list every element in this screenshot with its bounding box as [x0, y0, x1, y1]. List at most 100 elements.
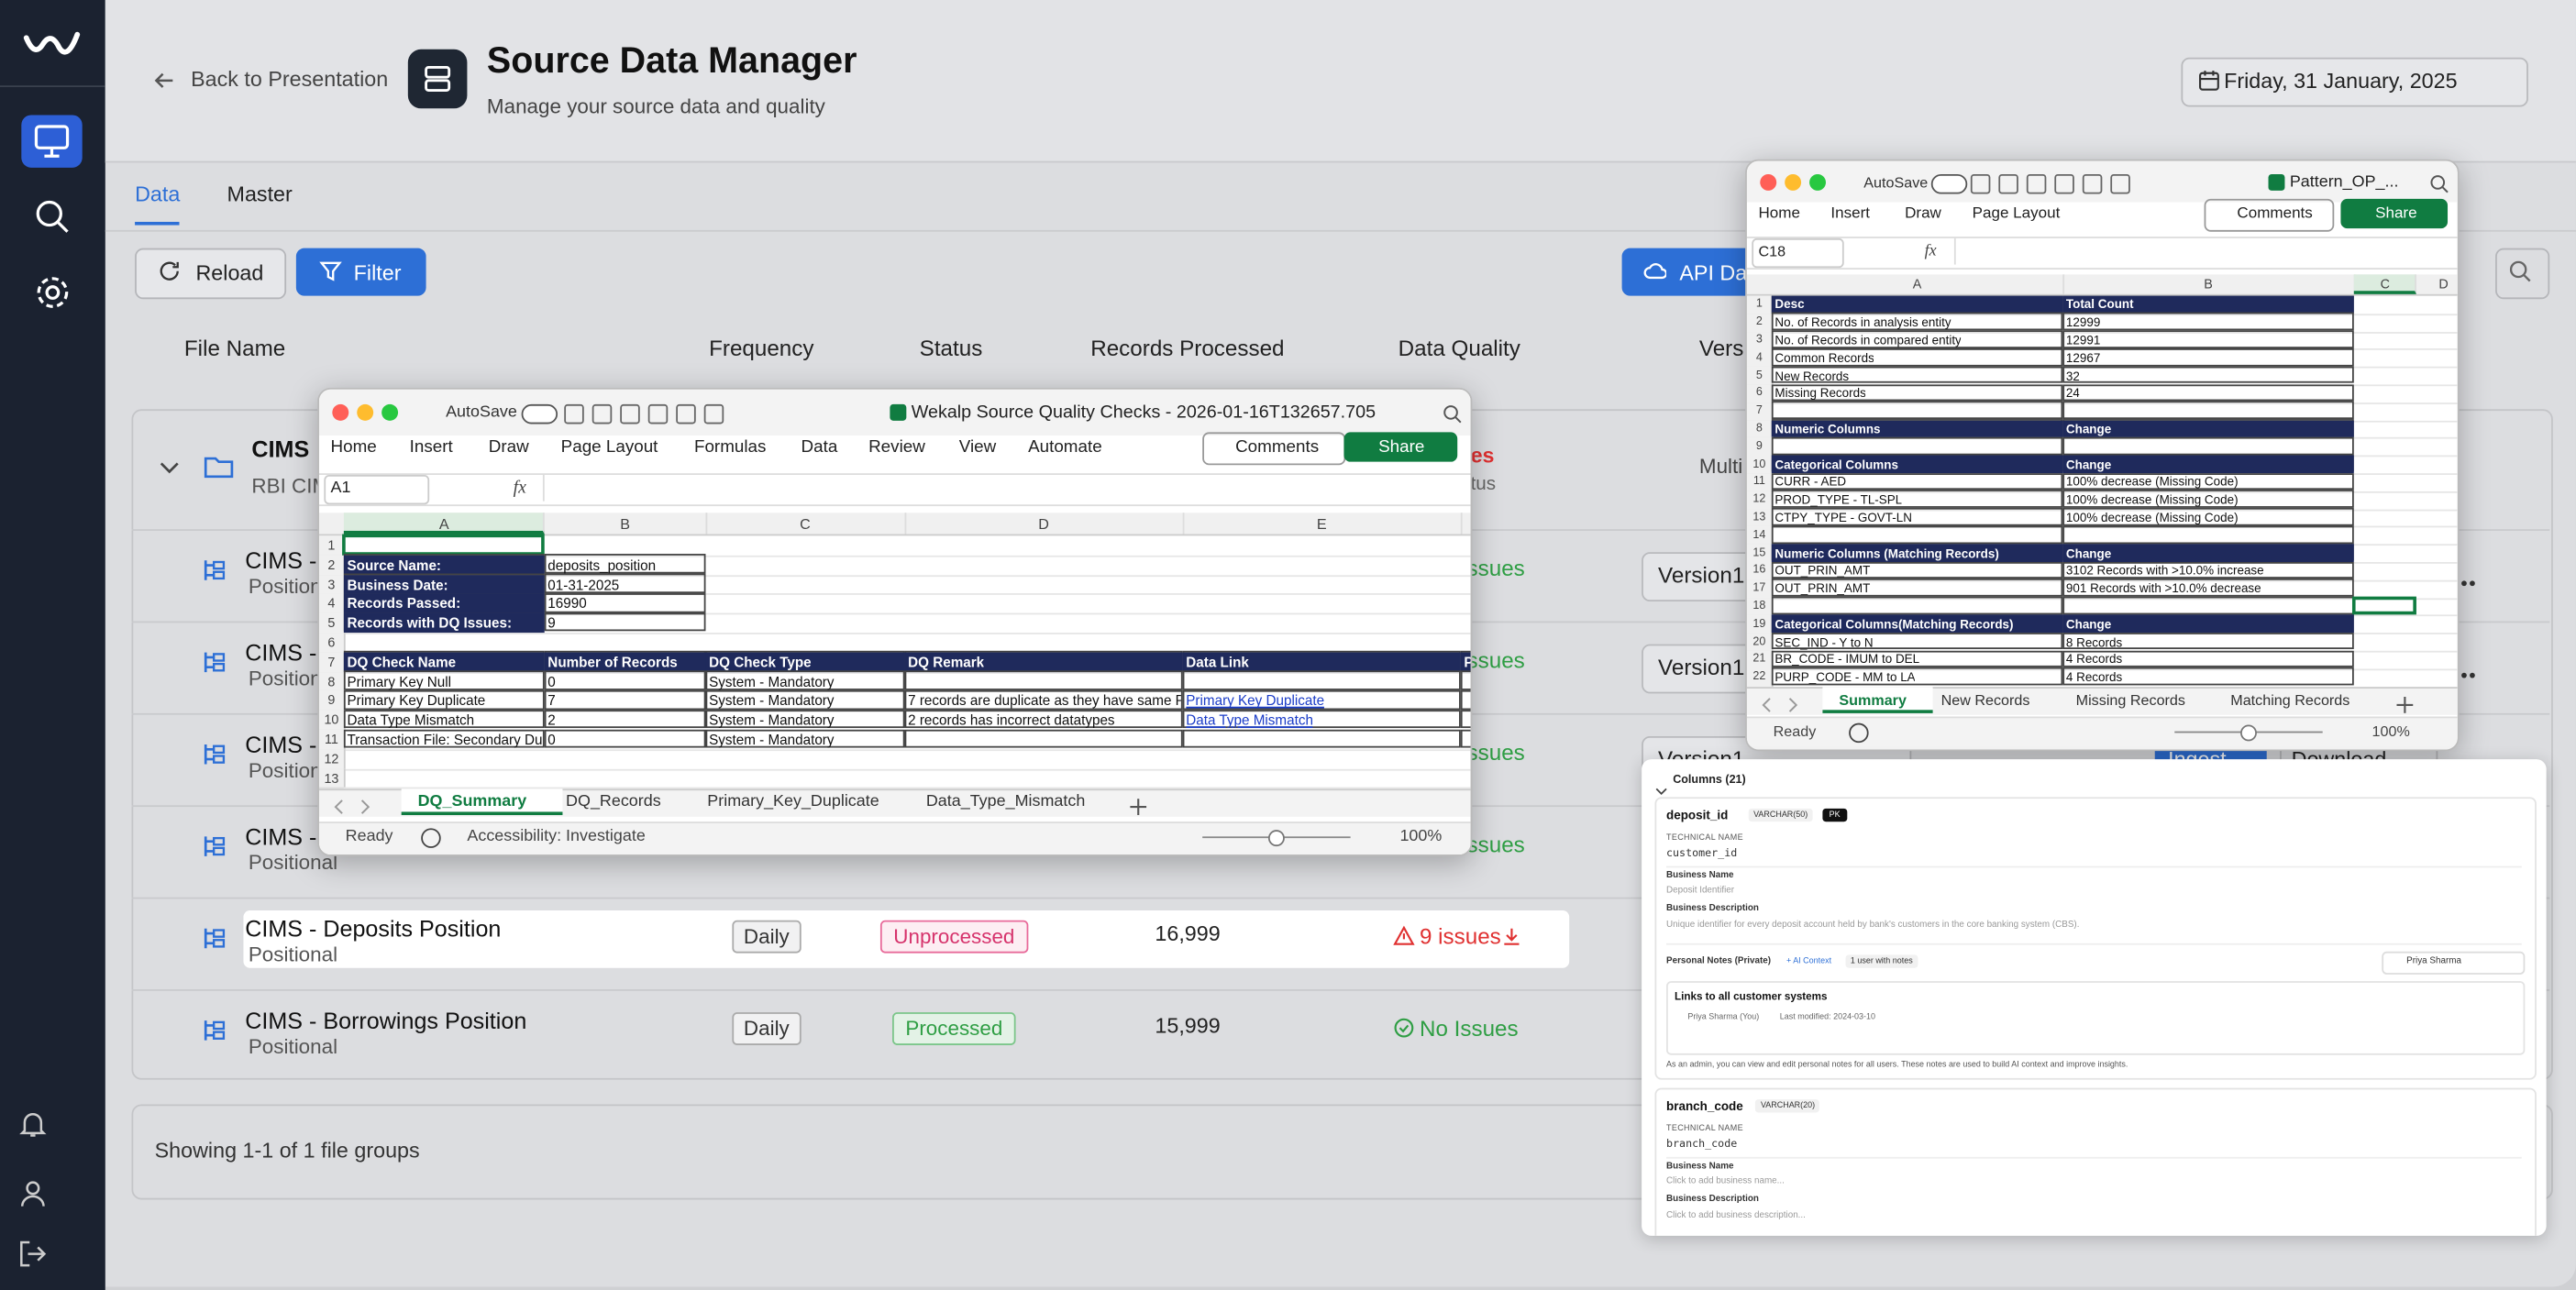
nav-notifications[interactable] [18, 1109, 48, 1139]
cell-border [903, 728, 1182, 749]
cell-fill [2062, 420, 2354, 438]
window-control[interactable] [1760, 173, 1777, 191]
share-button[interactable] [1343, 432, 1458, 462]
pagination-text: Showing 1-1 of 1 file groups [154, 1138, 420, 1163]
grid-row [343, 535, 1471, 557]
ribbon-tab[interactable]: Home [1758, 204, 1800, 223]
cell-border [1459, 709, 1471, 729]
quality-icon [1393, 1017, 1414, 1038]
sheet-tab[interactable]: Primary_Key_Duplicate [707, 792, 879, 811]
accessibility-status[interactable]: Accessibility: Investigate [467, 827, 646, 846]
nav-logout[interactable] [18, 1239, 48, 1268]
cell-border [2062, 667, 2353, 686]
ribbon-tab[interactable]: Automate [1028, 436, 1102, 458]
cell-text[interactable]: Data Type Mismatch [1186, 711, 1313, 729]
search-icon [2508, 259, 2531, 282]
grid-row [1771, 384, 2458, 404]
column-header-band [1746, 274, 2458, 296]
tab-master[interactable]: Master [227, 182, 293, 206]
sheet-tab[interactable]: Summary [1839, 691, 1907, 709]
filter-button[interactable] [295, 248, 426, 296]
window-control[interactable] [1809, 173, 1827, 191]
data-quality[interactable]: 9 issues [1419, 924, 1501, 950]
sheet-tab[interactable]: DQ_Summary [417, 792, 527, 811]
ribbon-tab[interactable]: Page Layout [560, 436, 658, 458]
user-select[interactable] [2382, 951, 2526, 975]
window-control[interactable] [381, 403, 399, 421]
share-button[interactable] [2340, 198, 2449, 229]
cell-border [2062, 313, 2353, 331]
cell-border [1181, 709, 1460, 729]
ribbon-tab[interactable]: Draw [1905, 204, 1941, 223]
cell-text: 16990 [547, 595, 587, 612]
ribbon-tab[interactable]: Draw [488, 436, 529, 458]
row-icon [201, 649, 227, 676]
autosave-toggle[interactable] [1931, 173, 1968, 193]
users-badge: 1 user with notes [1845, 954, 1918, 968]
excel-window: AutoSave Pattern_OP_... Home Insert Draw Page… [1745, 159, 2460, 752]
autosave-toggle[interactable] [521, 403, 558, 424]
cell-border [1770, 436, 2062, 455]
row-number: 15 [1752, 547, 1766, 559]
cell-fill [2062, 615, 2354, 634]
ribbon-tab[interactable]: View [958, 436, 997, 458]
nav-settings[interactable] [33, 273, 72, 313]
window-control[interactable] [332, 403, 349, 421]
search-button[interactable] [2495, 248, 2550, 300]
nav-profile[interactable] [18, 1178, 48, 1207]
field-label: TECHNICAL NAME [1666, 1124, 1743, 1134]
cell-text: Records Passed: [347, 595, 461, 612]
toolbar-icon [703, 403, 724, 424]
quality-icon [1393, 925, 1415, 946]
row-icon [201, 833, 227, 860]
ai-context-tag[interactable]: + AI Context [1786, 956, 1832, 966]
ribbon-tab[interactable]: Page Layout [1972, 204, 2061, 223]
group-chevron [158, 457, 181, 477]
column-header: Data Quality [1398, 336, 1520, 361]
sheet-tab[interactable]: DQ_Records [566, 792, 661, 811]
logo [23, 31, 81, 55]
reload-button[interactable] [135, 248, 287, 300]
cell-fill [1771, 615, 2063, 634]
sheet-nav [1760, 692, 1803, 712]
formula-fx: fx [513, 478, 526, 499]
file-name[interactable]: CIMS - Deposits Position [245, 915, 502, 943]
ribbon-tab[interactable]: Insert [1830, 204, 1871, 223]
column-header: Vers [1698, 336, 1744, 361]
share-label: Share [2375, 204, 2417, 223]
toolbar-icon [676, 403, 696, 424]
grid-row [1771, 314, 2458, 334]
ribbon-tab[interactable]: Review [868, 436, 925, 458]
tabs-divider [105, 229, 2576, 232]
version-text: Version1 [1658, 655, 1745, 680]
row-number: 3 [1755, 334, 1763, 347]
cell-text: System - Mandatory [709, 731, 835, 748]
sheet-tab[interactable]: Matching Records [2230, 691, 2350, 709]
sheet-tab[interactable]: Data_Type_Mismatch [925, 792, 1086, 811]
cell-text: 100% decrease (Missing Code) [2065, 474, 2239, 490]
cell-text: 32 [2065, 368, 2080, 383]
ribbon-tab[interactable]: Home [330, 436, 377, 458]
tab-data[interactable]: Data [135, 182, 181, 206]
back-link[interactable]: Back to Presentation [191, 66, 389, 92]
sheet-tab[interactable]: Missing Records [2075, 691, 2185, 709]
window-control[interactable] [1785, 173, 1802, 191]
sheet-tab[interactable]: New Records [1940, 691, 2030, 709]
cell-fill [1771, 455, 2063, 474]
ribbon-tab[interactable]: Insert [409, 436, 453, 458]
cell-border [2062, 632, 2353, 650]
cell-text: Missing Records [1774, 386, 1866, 402]
ribbon-tab[interactable]: Data [801, 436, 838, 458]
row-number: 20 [1752, 635, 1766, 648]
ribbon-tab[interactable]: Formulas [693, 436, 767, 458]
nav-search[interactable] [33, 197, 72, 237]
nav-presentation[interactable] [21, 115, 83, 168]
date-picker[interactable] [2181, 57, 2528, 107]
cell-text[interactable]: Primary Key Duplicate [1186, 692, 1325, 710]
file-name[interactable]: CIMS - Borrowings Position [245, 1007, 527, 1034]
cell-border [342, 728, 544, 749]
comments-button[interactable] [2204, 198, 2335, 232]
window-control[interactable] [357, 403, 374, 421]
cell-border [1770, 596, 2062, 615]
column-card [1654, 797, 2537, 1080]
